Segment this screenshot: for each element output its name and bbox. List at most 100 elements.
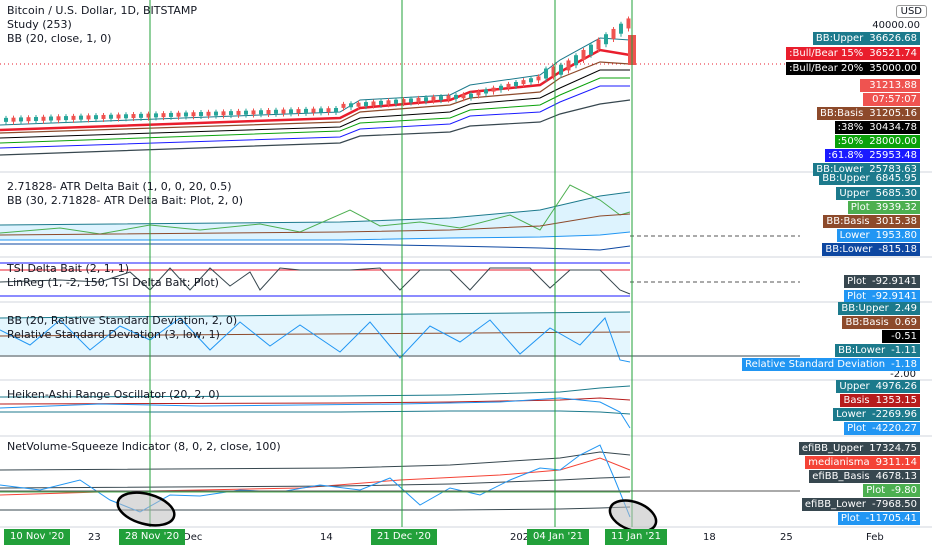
atr-plot-line <box>0 184 631 235</box>
value-badge-value: 25783.63 <box>869 164 917 175</box>
candle-body <box>341 103 346 108</box>
value-badge: 31213.88 <box>860 79 920 92</box>
value-badge: Upper 4976.26 <box>836 380 920 393</box>
value-badge: Relative Standard Deviation -1.18 <box>742 358 920 371</box>
highlighted-date-label[interactable]: 21 Dec '20 <box>371 529 437 545</box>
value-badge: BB:Lower -1.11 <box>835 344 920 357</box>
candle-body <box>439 96 443 101</box>
value-badge-label: Basis <box>843 395 870 406</box>
candle-body <box>304 108 308 113</box>
candle-body <box>476 91 481 96</box>
value-badge: medianisma 9311.14 <box>805 456 920 469</box>
highlighted-date-label[interactable]: 11 Jan '21 <box>605 529 667 545</box>
value-badge-value: 31205.16 <box>869 108 917 119</box>
value-badge-label: Lower <box>839 230 870 241</box>
value-badge: Plot 3939.32 <box>847 201 920 214</box>
candle-body <box>236 110 241 115</box>
value-badge-label: BB:Basis <box>826 216 870 227</box>
candle-body <box>26 117 31 122</box>
value-badge-value: -7968.50 <box>872 499 917 510</box>
value-badge-label: BB:Lower <box>825 244 873 255</box>
candle-body <box>446 95 451 100</box>
value-badge-value: -4220.27 <box>872 423 917 434</box>
value-badge: Plot -92.9141 <box>844 275 920 288</box>
candle-body <box>544 68 548 79</box>
candle-body <box>139 113 143 118</box>
atr-legend[interactable]: 2.71828- ATR Delta Bait (1, 0, 0, 20, 0.… <box>7 180 232 193</box>
tsi-plot-line <box>0 267 631 295</box>
candle-body <box>94 115 98 120</box>
value-badge-value: 2.49 <box>894 303 917 314</box>
value-badge-value: 31213.88 <box>869 80 917 91</box>
candle-body <box>589 44 593 55</box>
atr-bb-legend[interactable]: BB (30, 2.71828- ATR Delta Bait: Plot, 2… <box>7 194 244 207</box>
value-badge-value: 1953.80 <box>875 230 917 241</box>
value-badge-value: 36521.74 <box>869 48 917 59</box>
candle-body <box>161 113 166 118</box>
value-badge-value: -2269.96 <box>872 409 917 420</box>
candle-body <box>56 116 61 121</box>
rsd-bb-legend[interactable]: BB (20, Relative Standard Deviation, 2, … <box>7 314 238 327</box>
price-tick-rsd: -2.00 <box>890 369 916 380</box>
candle-body <box>206 111 211 116</box>
value-badge-label: Plot <box>866 485 886 496</box>
currency-button[interactable]: USD <box>895 5 927 18</box>
bull-bear-15-band <box>0 48 631 132</box>
nvs-lower-line <box>0 506 631 511</box>
value-badge-label: Plot <box>847 291 867 302</box>
candle-body <box>574 55 578 66</box>
value-badge-label: Relative Standard Deviation <box>745 359 886 370</box>
value-badge: BB:Basis 0.69 <box>842 316 920 329</box>
candle-body <box>409 98 413 103</box>
value-badge-label: medianisma <box>808 457 870 468</box>
candle-body <box>259 110 263 115</box>
candle-body <box>176 112 181 117</box>
value-badge: -0.51 <box>882 330 920 343</box>
candle-body <box>221 111 226 116</box>
atr-basis-line <box>0 213 631 236</box>
value-badge-label: Plot <box>847 423 867 434</box>
candle-body <box>619 23 623 34</box>
rsd-plot-line <box>0 317 631 363</box>
value-badge-value: -11705.41 <box>865 513 917 524</box>
value-badge-value: 3939.32 <box>875 202 917 213</box>
candle-body <box>86 115 91 120</box>
highlighted-date-label[interactable]: 10 Nov '20 <box>4 529 71 545</box>
linreg-legend[interactable]: LinReg (1, -2, 150, TSI Delta Bait: Plot… <box>7 276 219 289</box>
value-badge-label: :Bull/Bear 15% <box>789 48 864 59</box>
tsi-legend[interactable]: TSI Delta Bait (2, 1, 1) <box>7 262 130 275</box>
haro-legend[interactable]: Heiken-Ashi Range Oscillator (20, 2, 0) <box>7 388 220 401</box>
value-badge-value: 9311.14 <box>875 457 917 468</box>
bb-legend[interactable]: BB (20, close, 1, 0) <box>7 32 112 45</box>
candle-body <box>484 89 488 94</box>
candle-body <box>626 18 631 29</box>
atr-bblower-line <box>0 243 631 251</box>
candle-body <box>394 99 398 104</box>
bb-upper-band <box>0 37 631 126</box>
value-badge-label: BB:Upper <box>822 173 870 184</box>
time-tick: Feb <box>866 532 884 543</box>
study-legend[interactable]: Study (253) <box>7 18 72 31</box>
candle-body <box>431 96 436 101</box>
value-badge-label: Upper <box>839 381 870 392</box>
candle-body <box>454 94 458 99</box>
candle-body <box>4 117 8 122</box>
candle-body <box>71 115 76 120</box>
highlighted-date-label[interactable]: 28 Nov '20 <box>119 529 186 545</box>
rsd-basis-line <box>0 331 631 337</box>
candle-body <box>251 110 256 115</box>
highlighted-date-label[interactable]: 04 Jan '21 <box>527 529 589 545</box>
candle-body <box>116 114 121 119</box>
time-tick: 23 <box>88 532 101 543</box>
haro-plot-line <box>0 397 631 429</box>
nvs-legend[interactable]: NetVolume-Squeeze Indicator (8, 0, 2, cl… <box>7 440 281 453</box>
candle-body <box>131 114 136 119</box>
candle-body <box>154 113 158 118</box>
candle-body <box>311 108 316 113</box>
bb-basis-band <box>0 61 631 134</box>
rsd-legend[interactable]: Relative Standard Deviation (3, low, 1) <box>7 328 220 341</box>
candle-body <box>514 82 518 86</box>
candle-body <box>19 117 23 122</box>
